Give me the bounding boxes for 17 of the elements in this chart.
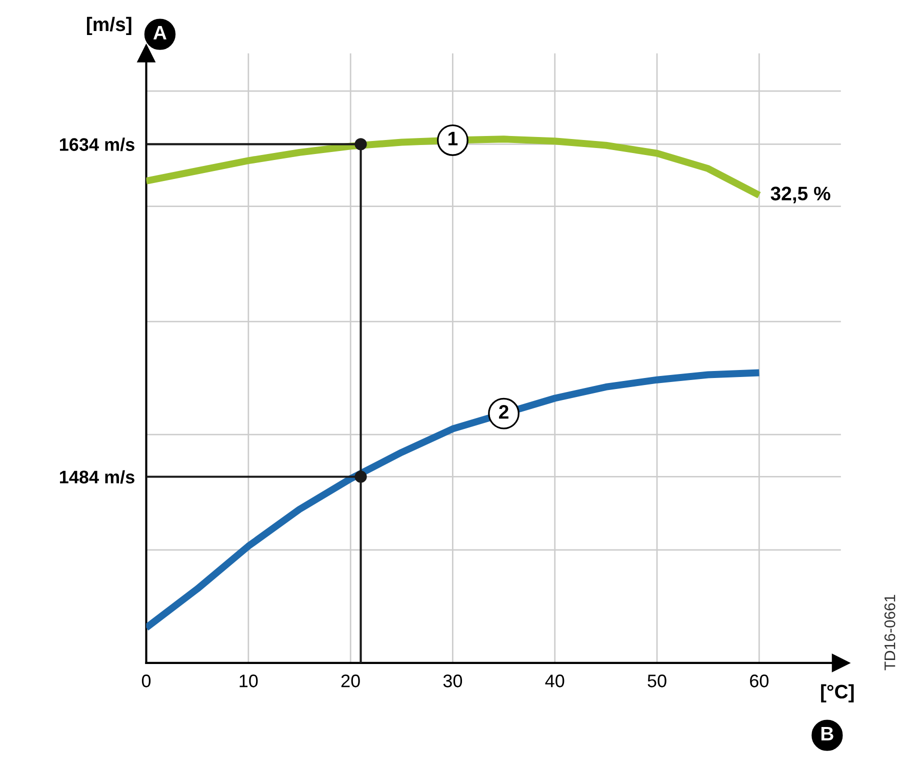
x-tick-label: 20 (341, 674, 360, 688)
x-tick-label: 0 (142, 674, 151, 688)
x-tick-label: 10 (240, 674, 258, 688)
y-tick-label: 1484 m/s (60, 470, 134, 484)
x-tick-label: 60 (750, 674, 768, 688)
text: TD16-0661 (884, 594, 896, 670)
text: A (153, 26, 166, 40)
y-tick-label: 1634 m/s (60, 138, 134, 152)
text: B (821, 726, 834, 740)
y-axis-title: [m/s] (86, 16, 132, 36)
x-axis-title: [°C] (821, 684, 854, 702)
x-tick-label: 50 (648, 674, 666, 688)
series-label: 1 (448, 132, 458, 146)
series-label: 2 (499, 405, 508, 419)
annotation: 32,5 % (770, 186, 830, 204)
x-tick-label: 40 (545, 674, 564, 688)
x-tick-label: 30 (443, 674, 462, 688)
